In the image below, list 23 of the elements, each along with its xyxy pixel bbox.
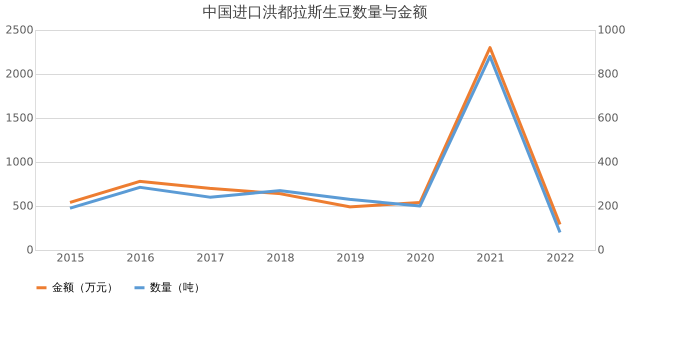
y-tick-label: 2000 [6, 68, 34, 80]
x-tick-label: 2016 [126, 252, 154, 264]
legend-label: 数量（吨） [150, 280, 205, 294]
y2-tick-label: 1000 [598, 24, 626, 36]
y2-tick-label: 400 [598, 156, 618, 168]
x-tick-label: 2017 [196, 252, 224, 264]
chart-title: 中国进口洪都拉斯生豆数量与金额 [202, 3, 428, 21]
y-tick-label: 1500 [6, 112, 34, 124]
y2-tick-label: 0 [598, 244, 604, 256]
legend-label: 金额（万元） [52, 280, 118, 294]
y-tick-label: 500 [12, 200, 34, 212]
y-tick-label: 0 [26, 244, 34, 256]
y-tick-label: 2500 [6, 24, 34, 36]
x-tick-label: 2021 [476, 252, 504, 264]
x-tick-label: 2018 [266, 252, 294, 264]
y2-tick-label: 800 [598, 68, 618, 80]
x-tick-label: 2015 [56, 252, 84, 264]
y2-tick-label: 200 [598, 200, 618, 212]
x-tick-label: 2022 [546, 252, 574, 264]
y2-tick-label: 600 [598, 112, 618, 124]
x-tick-label: 2019 [336, 252, 364, 264]
x-tick-label: 2020 [406, 252, 434, 264]
y-tick-label: 1000 [6, 156, 34, 168]
